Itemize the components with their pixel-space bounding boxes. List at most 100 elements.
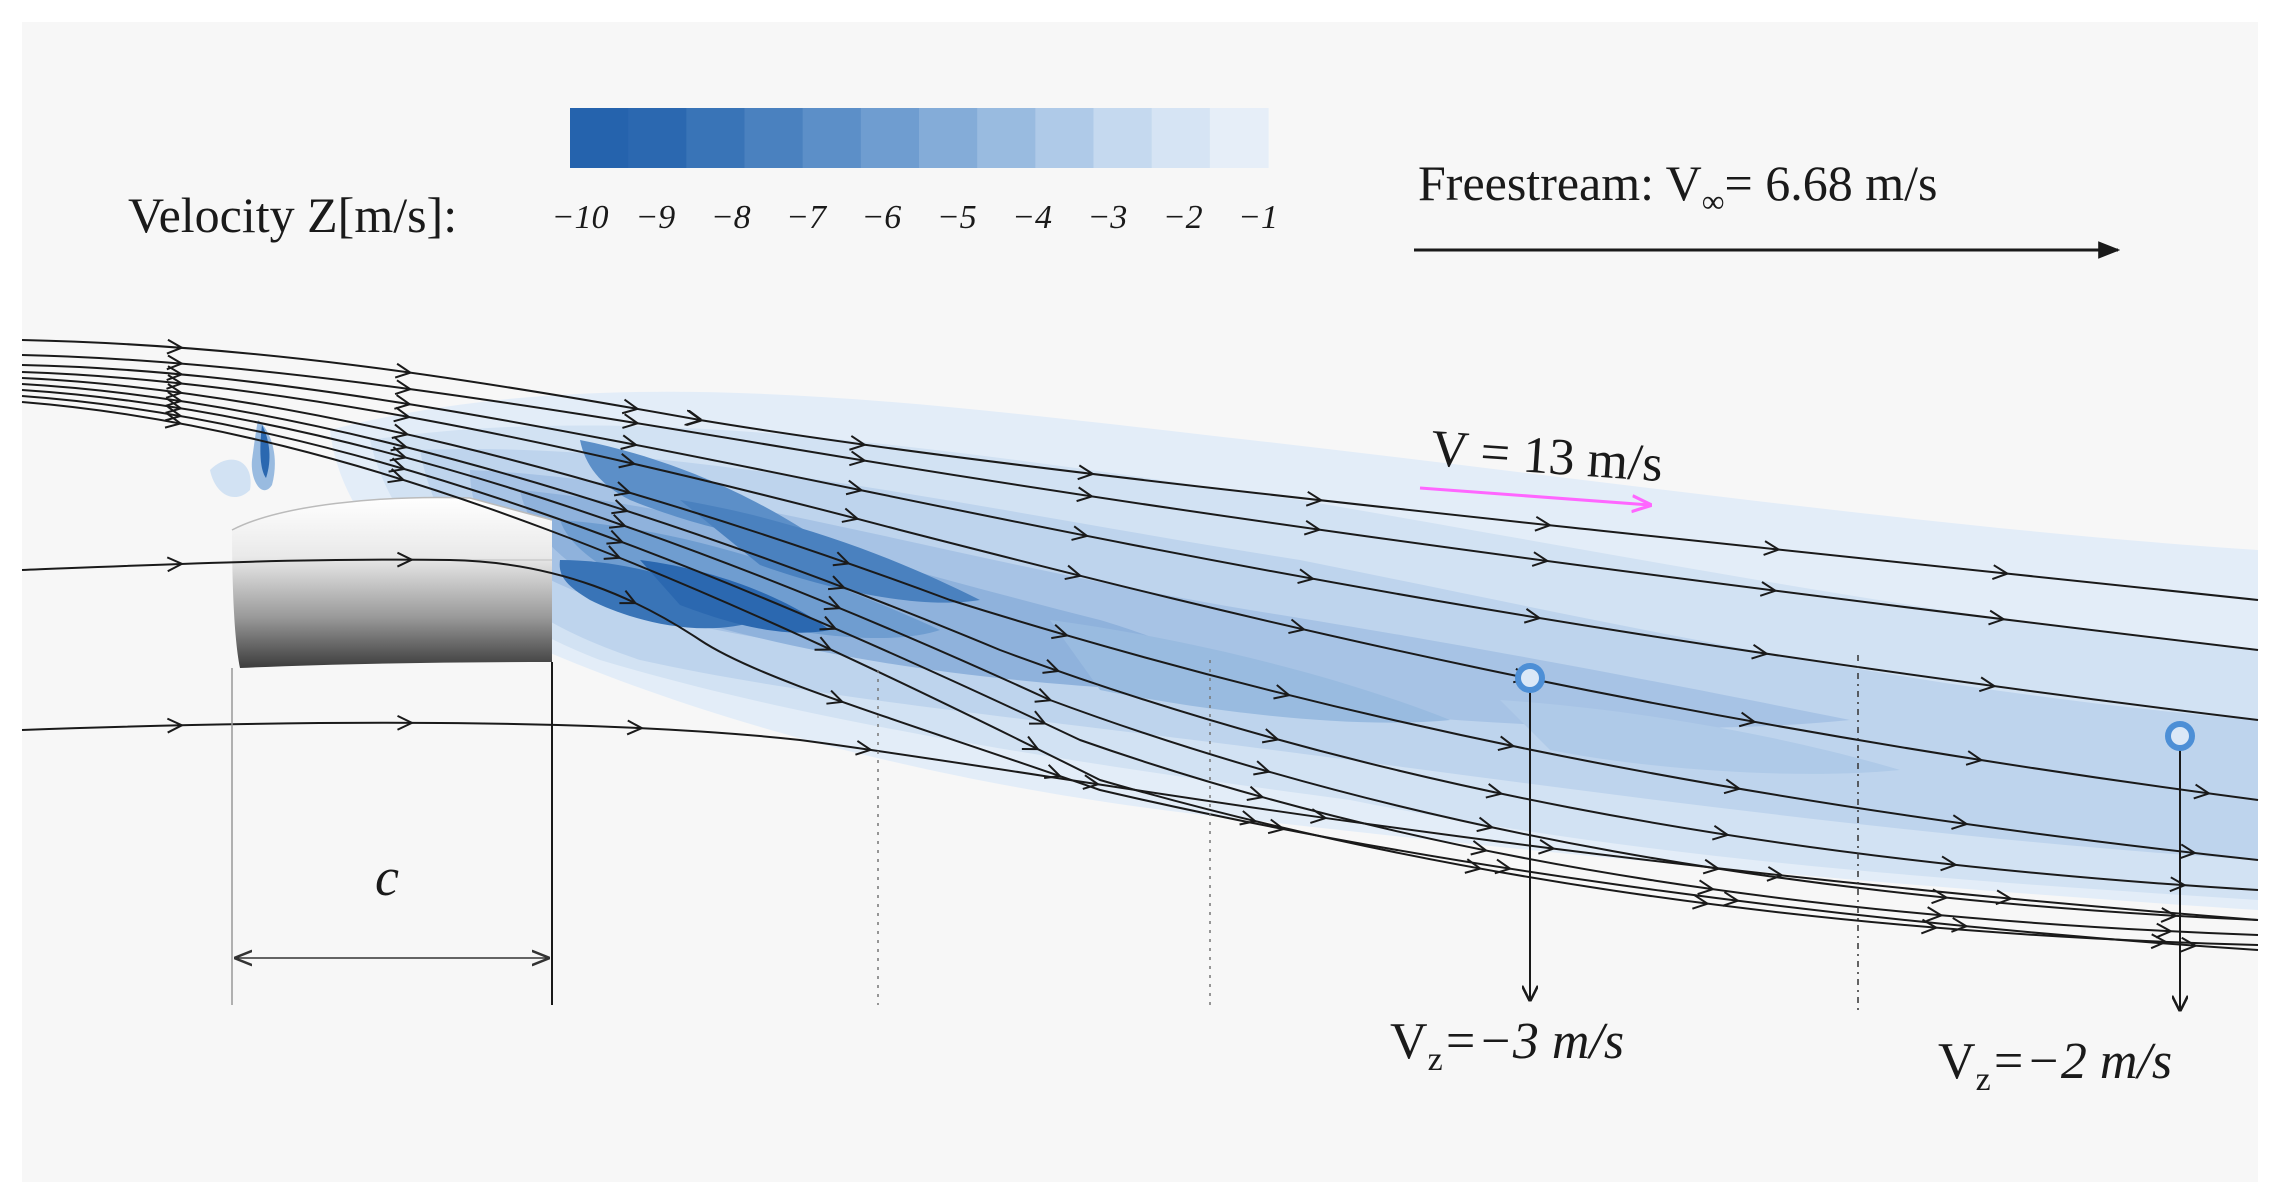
probe-2-subscript: z (1976, 1061, 1991, 1098)
colorbar-tick-label: −2 (1163, 199, 1203, 236)
colorbar-ticks: −10 −9 −8 −7 −6 −5 −4 −3 −2 −1 (552, 199, 1278, 236)
streamline-arrowhead (1034, 687, 1053, 703)
streamline-arrowhead (841, 507, 860, 523)
streamline-arrowhead (1995, 889, 2014, 906)
probe-2-label: Vz=−2 m/s (1938, 1033, 2172, 1098)
streamline-arrowhead (1303, 519, 1322, 536)
streamline-arrowhead (1028, 710, 1048, 725)
streamline-arrowhead (621, 398, 640, 415)
streamline-arrowhead (620, 434, 639, 450)
streamline-arrowhead (1253, 760, 1272, 776)
streamline-arrowhead (849, 435, 867, 451)
colorbar-swatch (686, 108, 746, 168)
colorbar-swatch (1093, 108, 1153, 168)
colorbar-tick-label: −4 (1012, 199, 1052, 236)
streamline-arrowhead (1991, 564, 2010, 580)
streamline-arrowhead (2155, 922, 2174, 939)
colorbar-tick-label: −7 (786, 199, 828, 236)
streamline-arrowhead (819, 615, 838, 631)
streamline-arrowhead (1988, 609, 2006, 626)
streamline-arrowhead (166, 338, 185, 355)
streamline-arrowhead (1305, 490, 1324, 507)
streamline-arrowhead (855, 740, 873, 756)
wing-body (231, 496, 553, 668)
streamline-arrowhead (1310, 808, 1328, 824)
streamline-arrowhead (1920, 918, 1939, 935)
streamline-arrowhead (603, 545, 622, 560)
probe-2: Vz=−2 m/s (1938, 721, 2195, 1098)
colorbar-swatch (570, 108, 629, 168)
streamline-arrowhead (396, 551, 415, 568)
colorbar-tick-label: −1 (1238, 199, 1278, 236)
colorbar-swatch (1035, 108, 1095, 168)
streamline-arrowhead (1485, 783, 1504, 799)
freestream-text: Freestream: V (1418, 155, 1702, 211)
streamline-arrowhead (166, 556, 185, 573)
streamline-arrowhead (1738, 711, 1757, 728)
streamline-arrowhead (1692, 894, 1710, 910)
streamline-arrowhead (827, 575, 847, 591)
streamline-arrowhead (1076, 486, 1095, 503)
colorbar (570, 108, 1269, 168)
streamline-arrowhead (826, 689, 845, 705)
colorbar-swatch (628, 108, 687, 168)
streamline-arrowhead (1476, 816, 1495, 833)
colorbar-tick-label: −5 (937, 199, 977, 236)
streamline-arrowhead (1531, 551, 1550, 567)
streamline-arrowhead (2150, 933, 2169, 950)
streamline-arrowhead (1273, 684, 1292, 700)
streamline-arrowhead (1071, 525, 1090, 541)
wake-velocity-contours (210, 391, 2258, 910)
streamline-arrowhead (1082, 774, 1101, 790)
chord-label: c (375, 847, 399, 907)
freestream-label: Freestream: V∞= 6.68 m/s (1418, 155, 1937, 219)
streamline-arrowhead (1940, 855, 1958, 872)
streamline-arrowhead (1926, 906, 1944, 922)
colorbar-tick-label: −8 (711, 199, 751, 236)
streamline-arrowhead (1494, 858, 1513, 875)
streamline-arrowhead (2179, 843, 2198, 860)
streamline-arrowhead (1951, 814, 1969, 830)
streamline-arrowhead (1722, 891, 1741, 907)
streamline-arrowhead (165, 391, 184, 407)
streamline-arrowhead (1051, 623, 1070, 640)
streamline-arrowhead (394, 379, 413, 396)
streamline-arrowhead (845, 479, 864, 496)
streamline-arrowhead (1267, 818, 1286, 835)
streamline-arrowhead (2169, 876, 2187, 893)
streamline-arrowhead (165, 383, 184, 399)
colorbar-swatch (860, 108, 920, 168)
streamline-arrowhead (2180, 936, 2198, 953)
probe-1: Vz=−3 m/s (1390, 663, 1624, 1078)
streamline-arrowhead (1523, 608, 1542, 624)
colorbar-swatch (977, 108, 1036, 168)
streamline-arrowhead (1064, 564, 1083, 581)
colorbar-tick-label: −3 (1087, 199, 1127, 236)
streamline-arrowhead (823, 595, 842, 611)
freestream-subscript: ∞ (1702, 183, 1725, 219)
probe-1-marker (1515, 663, 1545, 693)
streamline-arrowhead (393, 406, 412, 423)
streamline-arrowhead (1042, 659, 1061, 674)
streamline-arrowhead (2193, 783, 2212, 800)
streamline-arrowhead (1766, 866, 1785, 882)
colorbar-tick-label: −10 (552, 199, 609, 236)
colorbar-swatch (919, 108, 978, 168)
streamline-arrowhead (1711, 825, 1730, 841)
streamline-arrowhead (1021, 735, 1040, 751)
colorbar-swatch (744, 108, 804, 168)
colorbar-label: Velocity Z[m/s]: (128, 187, 457, 243)
streamline-arrowhead (1763, 540, 1781, 556)
chord-dimension: c (231, 662, 553, 1005)
streamlines (21, 339, 2259, 951)
streamline-arrowhead (1534, 515, 1553, 532)
streamline-arrowhead (1931, 888, 1949, 905)
streamline-arrowhead (391, 423, 410, 439)
streamline-arrowhead (608, 513, 628, 529)
streamline-arrowhead (1965, 750, 1984, 766)
colorbar-tick-label: −9 (635, 199, 675, 236)
streamline-arrowhead (1702, 858, 1721, 875)
probe-1-prefix: V (1390, 1013, 1428, 1070)
streamline-arrowhead (394, 394, 412, 410)
